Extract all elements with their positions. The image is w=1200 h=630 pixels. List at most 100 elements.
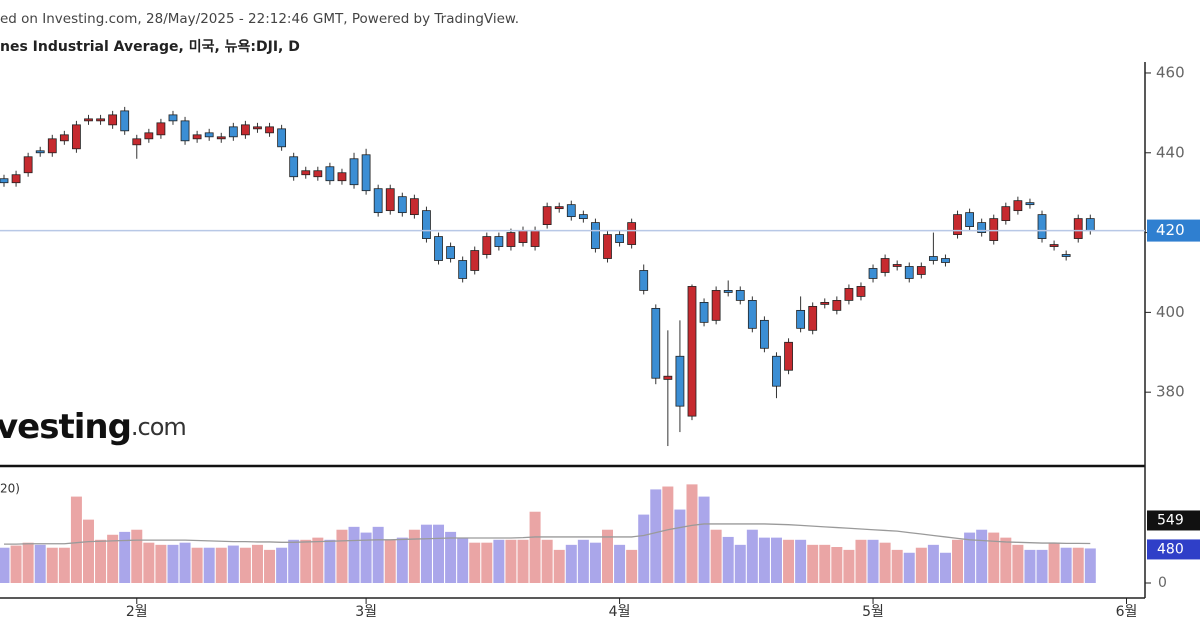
logo-text: vesting	[0, 407, 131, 447]
candle-body	[916, 266, 926, 275]
candle-body	[687, 286, 697, 417]
volume-bar	[843, 549, 855, 583]
volume-bar	[602, 529, 613, 583]
volume-bar	[408, 529, 420, 583]
volume-bar	[34, 544, 46, 583]
candle-body	[506, 232, 516, 247]
ma-tag-label: 549	[1157, 512, 1184, 528]
candle-body	[591, 222, 600, 249]
volume-bar	[589, 542, 601, 583]
x-tick-label: 3월	[355, 604, 377, 620]
candle-body	[84, 118, 93, 122]
volume-bar	[481, 542, 493, 583]
volume-tag	[1147, 539, 1200, 560]
volume-bar	[1012, 544, 1024, 583]
volume-bar	[46, 547, 58, 583]
volume-bar	[227, 545, 239, 583]
volume-bar	[1060, 547, 1072, 583]
candle-body	[578, 214, 588, 220]
volume-bar	[1048, 542, 1060, 583]
volume-bar	[239, 547, 251, 583]
candle-body	[953, 214, 962, 235]
volume-bar	[819, 544, 831, 583]
volume-bar	[70, 496, 82, 583]
y-tick-label: 460	[1156, 63, 1185, 81]
volume-bar	[952, 539, 964, 583]
volume-bar	[300, 539, 312, 583]
candle-body	[772, 355, 781, 387]
volume-bar	[964, 532, 976, 583]
candle-body	[180, 120, 190, 142]
volume-bar	[10, 545, 22, 583]
volume-bar	[58, 547, 70, 583]
candle-body	[856, 286, 866, 297]
candle-body	[156, 122, 166, 136]
candle-body	[446, 246, 455, 259]
candle-body	[760, 319, 769, 349]
volume-bar	[82, 519, 94, 583]
candle-body	[1013, 200, 1023, 212]
candle-body	[615, 234, 624, 243]
volume-bar	[734, 544, 746, 583]
volume-bar	[0, 547, 10, 583]
y-tick-label: 0	[1158, 575, 1167, 591]
candle-body	[603, 234, 612, 259]
candle-body	[422, 210, 431, 239]
candle-body	[1061, 254, 1071, 257]
candle-body	[1085, 218, 1095, 231]
candle-body	[313, 170, 323, 178]
candle-body	[301, 170, 311, 176]
volume-bar	[565, 544, 577, 583]
candle-body	[204, 132, 214, 138]
volume-bar	[167, 544, 179, 583]
volume-bar	[276, 547, 288, 583]
y-tick-label: 400	[1156, 303, 1185, 321]
volume-bar	[505, 539, 517, 583]
candle-body	[0, 178, 9, 184]
candle-body	[240, 124, 250, 136]
volume-bar	[264, 549, 276, 583]
volume-bar	[1000, 537, 1012, 583]
volume-bar	[662, 486, 674, 583]
volume-bar	[722, 536, 734, 583]
x-tick-label: 6월	[1116, 604, 1138, 620]
volume-bar	[529, 511, 541, 583]
volume-bar	[324, 539, 336, 583]
candle-body	[699, 302, 709, 323]
candle-body	[373, 188, 383, 214]
candle-body	[1073, 218, 1083, 239]
volume-bar	[614, 544, 626, 583]
volume-bar	[420, 524, 432, 583]
candle-body	[663, 375, 673, 380]
x-tick-label: 2월	[126, 604, 148, 620]
volume-bar	[879, 542, 891, 583]
candle-body	[627, 222, 637, 245]
volume-bar	[396, 537, 408, 583]
candle-body	[566, 204, 576, 218]
candle-body	[832, 300, 842, 311]
volume-bar	[251, 544, 263, 583]
candle-body	[23, 156, 33, 174]
volume-bar	[795, 539, 807, 583]
x-tick-label: 4월	[609, 604, 631, 620]
candle-body	[470, 250, 480, 271]
candle-body	[1025, 202, 1035, 206]
candle-body	[494, 236, 504, 247]
volume-bar	[553, 549, 565, 583]
volume-bar	[107, 534, 119, 583]
candle-body	[59, 134, 69, 142]
volume-bar	[758, 537, 770, 583]
volume-bar	[577, 539, 589, 583]
candle-body	[289, 156, 299, 178]
candle-body	[409, 198, 419, 216]
candle-body	[675, 355, 685, 407]
candle-body	[554, 206, 564, 210]
volume-bar	[1072, 547, 1084, 583]
candle-body	[711, 290, 721, 321]
volume-bar	[469, 542, 481, 583]
ma-tag	[1147, 510, 1200, 531]
volume-bar	[674, 509, 686, 583]
volume-bar	[360, 532, 372, 583]
candle-body	[265, 126, 274, 134]
volume-bar	[626, 549, 638, 583]
